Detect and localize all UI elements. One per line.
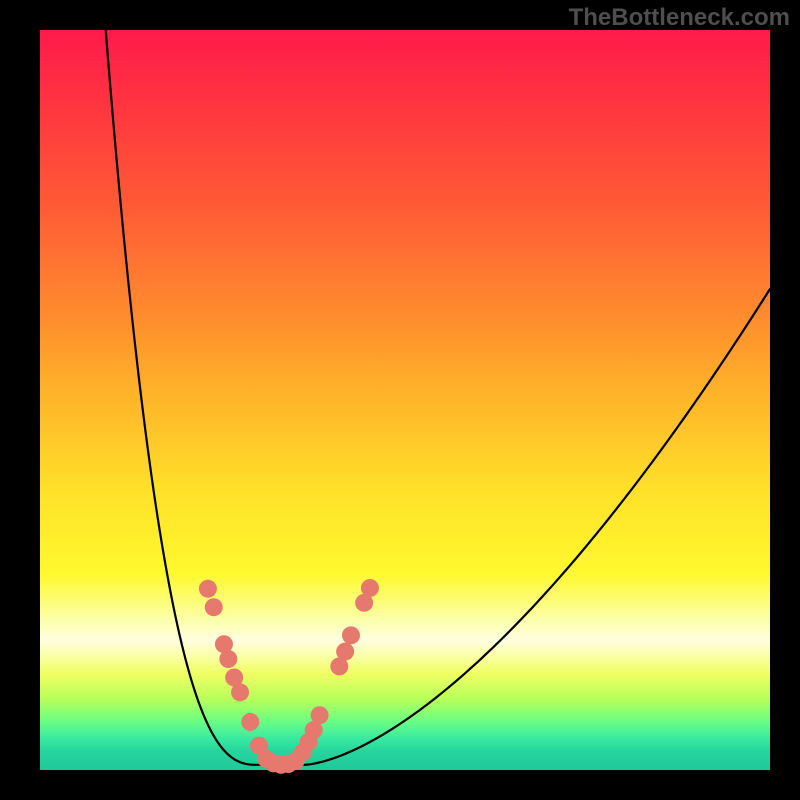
data-marker: [361, 579, 379, 597]
data-marker: [205, 598, 223, 616]
data-marker: [342, 626, 360, 644]
data-marker: [231, 683, 249, 701]
plot-background: [40, 30, 770, 770]
watermark-link[interactable]: TheBottleneck.com: [569, 4, 790, 32]
data-marker: [336, 643, 354, 661]
data-marker: [311, 706, 329, 724]
data-marker: [219, 650, 237, 668]
chart-root: TheBottleneck.com: [0, 0, 800, 800]
plot-svg: [0, 0, 800, 800]
data-marker: [199, 580, 217, 598]
data-marker: [241, 713, 259, 731]
